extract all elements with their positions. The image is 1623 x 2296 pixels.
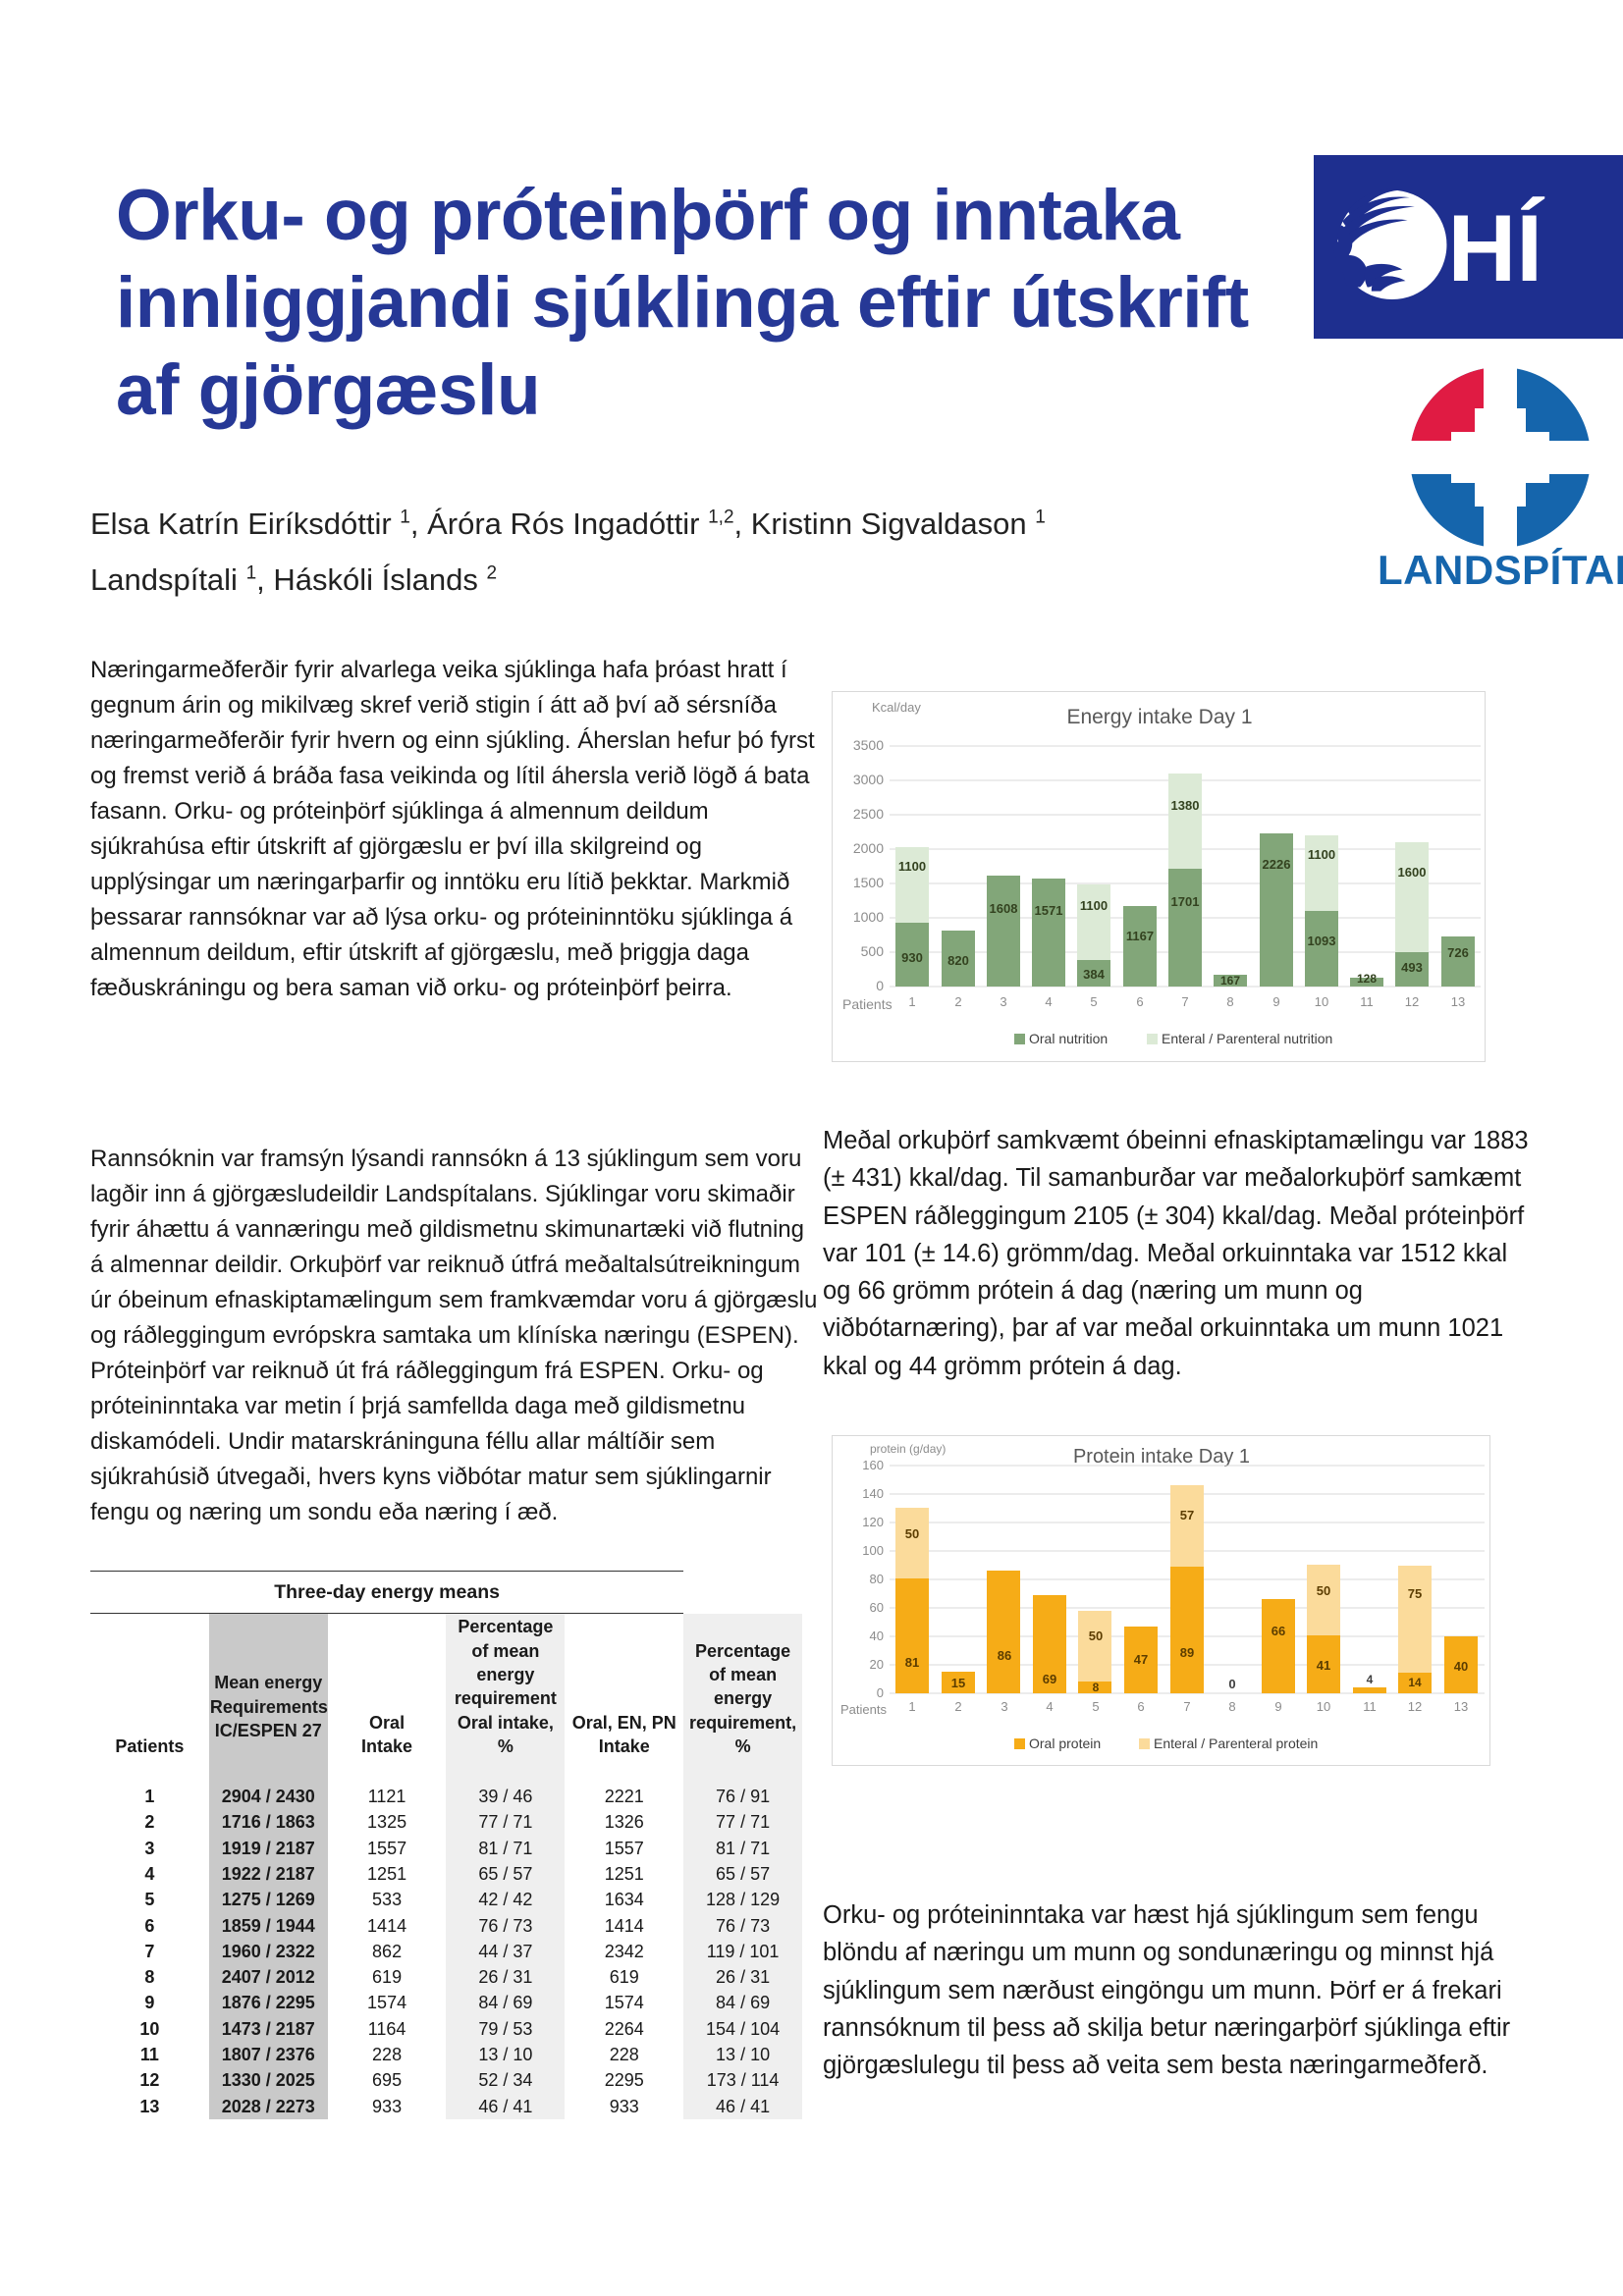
svg-text:10: 10 — [1317, 1699, 1330, 1714]
svg-text:Protein intake Day 1: Protein intake Day 1 — [1073, 1446, 1250, 1468]
svg-text:384: 384 — [1083, 967, 1105, 982]
svg-text:1701: 1701 — [1171, 894, 1200, 909]
svg-text:13: 13 — [1454, 1699, 1468, 1714]
svg-text:Enteral / Parenteral protein: Enteral / Parenteral protein — [1154, 1735, 1318, 1751]
svg-text:75: 75 — [1408, 1586, 1422, 1601]
svg-text:4: 4 — [1367, 1673, 1374, 1686]
svg-text:11: 11 — [1363, 1699, 1377, 1714]
svg-text:1000: 1000 — [853, 909, 884, 925]
svg-text:50: 50 — [1317, 1583, 1330, 1598]
svg-text:protein (g/day): protein (g/day) — [870, 1442, 946, 1456]
svg-text:66: 66 — [1271, 1624, 1285, 1638]
svg-text:2500: 2500 — [853, 806, 884, 822]
svg-text:57: 57 — [1180, 1508, 1194, 1522]
svg-text:1571: 1571 — [1035, 903, 1063, 918]
svg-text:120: 120 — [862, 1515, 884, 1529]
svg-text:1167: 1167 — [1126, 929, 1154, 943]
svg-text:50: 50 — [905, 1526, 919, 1541]
svg-text:493: 493 — [1401, 960, 1423, 975]
svg-text:14: 14 — [1408, 1676, 1422, 1689]
svg-text:726: 726 — [1447, 945, 1469, 960]
svg-text:8: 8 — [1093, 1681, 1100, 1694]
svg-text:9: 9 — [1274, 1699, 1281, 1714]
svg-text:0: 0 — [876, 978, 884, 993]
svg-text:15: 15 — [951, 1676, 965, 1690]
svg-text:167: 167 — [1220, 974, 1240, 988]
svg-text:0: 0 — [1228, 1677, 1235, 1691]
svg-text:1600: 1600 — [1398, 865, 1427, 880]
svg-text:13: 13 — [1451, 994, 1465, 1009]
svg-text:7: 7 — [1183, 1699, 1190, 1714]
svg-text:500: 500 — [861, 943, 885, 959]
svg-text:3500: 3500 — [853, 737, 884, 753]
svg-text:2226: 2226 — [1263, 857, 1291, 872]
svg-text:930: 930 — [901, 950, 923, 965]
svg-text:10: 10 — [1315, 994, 1328, 1009]
svg-text:Patients: Patients — [842, 996, 893, 1012]
svg-text:81: 81 — [905, 1655, 919, 1670]
svg-text:6: 6 — [1136, 994, 1143, 1009]
svg-text:Enteral / Parenteral nutrition: Enteral / Parenteral nutrition — [1162, 1031, 1332, 1046]
svg-text:128: 128 — [1357, 972, 1377, 986]
svg-text:40: 40 — [1454, 1659, 1468, 1674]
svg-text:2: 2 — [954, 1699, 961, 1714]
svg-text:820: 820 — [947, 953, 969, 968]
svg-text:7: 7 — [1181, 994, 1188, 1009]
svg-text:41: 41 — [1317, 1658, 1330, 1673]
svg-text:Kcal/day: Kcal/day — [872, 700, 921, 715]
svg-text:20: 20 — [870, 1657, 884, 1672]
svg-text:50: 50 — [1089, 1629, 1103, 1643]
svg-text:40: 40 — [870, 1629, 884, 1643]
svg-text:9: 9 — [1272, 994, 1279, 1009]
svg-text:5: 5 — [1090, 994, 1097, 1009]
svg-text:8: 8 — [1228, 1699, 1235, 1714]
svg-text:0: 0 — [877, 1685, 884, 1700]
svg-text:3: 3 — [1000, 994, 1006, 1009]
svg-text:1093: 1093 — [1308, 934, 1336, 948]
svg-text:HÍ: HÍ — [1448, 196, 1545, 301]
svg-text:3000: 3000 — [853, 772, 884, 787]
svg-text:8: 8 — [1226, 994, 1233, 1009]
svg-text:6: 6 — [1137, 1699, 1144, 1714]
svg-text:12: 12 — [1408, 1699, 1422, 1714]
svg-text:Patients: Patients — [840, 1702, 887, 1717]
svg-text:60: 60 — [870, 1600, 884, 1615]
svg-text:1380: 1380 — [1171, 798, 1200, 813]
svg-text:11: 11 — [1360, 994, 1374, 1009]
svg-text:140: 140 — [862, 1486, 884, 1501]
svg-text:1: 1 — [908, 1699, 915, 1714]
svg-text:Oral nutrition: Oral nutrition — [1029, 1031, 1108, 1046]
svg-text:89: 89 — [1180, 1645, 1194, 1660]
svg-text:3: 3 — [1001, 1699, 1007, 1714]
svg-text:100: 100 — [862, 1543, 884, 1558]
svg-text:1100: 1100 — [898, 859, 926, 874]
svg-text:Energy intake Day 1: Energy intake Day 1 — [1066, 706, 1252, 728]
svg-text:160: 160 — [862, 1458, 884, 1472]
svg-text:4: 4 — [1046, 1699, 1053, 1714]
svg-text:47: 47 — [1134, 1652, 1148, 1667]
svg-text:5: 5 — [1092, 1699, 1099, 1714]
svg-text:12: 12 — [1405, 994, 1419, 1009]
svg-text:Oral protein: Oral protein — [1029, 1735, 1101, 1751]
svg-text:1100: 1100 — [1308, 847, 1335, 862]
svg-text:80: 80 — [870, 1572, 884, 1586]
svg-text:86: 86 — [998, 1648, 1011, 1663]
svg-text:69: 69 — [1043, 1672, 1056, 1686]
svg-text:1100: 1100 — [1080, 898, 1108, 913]
svg-text:4: 4 — [1045, 994, 1052, 1009]
svg-text:1500: 1500 — [853, 875, 884, 890]
svg-text:2: 2 — [954, 994, 961, 1009]
svg-text:1608: 1608 — [990, 901, 1018, 916]
svg-text:2000: 2000 — [853, 840, 884, 856]
svg-text:1: 1 — [908, 994, 915, 1009]
